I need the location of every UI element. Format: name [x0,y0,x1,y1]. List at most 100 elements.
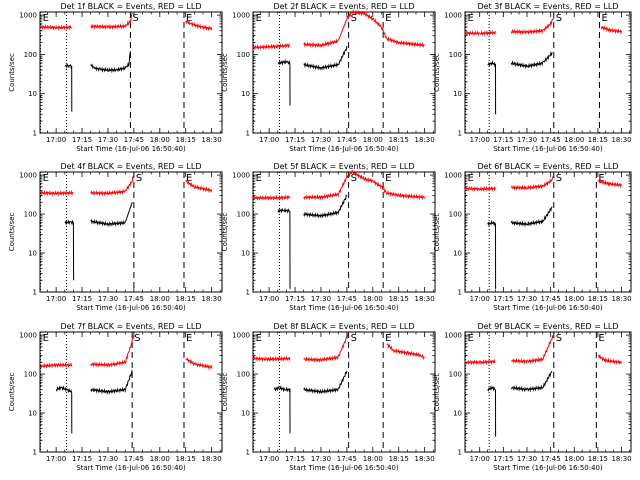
x-tick-label: 17:15 [285,295,305,303]
series-events-line [303,46,348,71]
series-lld-line [465,358,496,366]
marker-label: E [186,173,192,184]
marker-label: E [468,13,474,24]
marker-label: S [134,333,140,344]
marker-label: E [385,333,391,344]
x-tick-label: 18:30 [611,136,631,144]
x-tick-label: 17:45 [124,295,144,303]
series-events-line [90,369,133,395]
y-tick-label: 100 [237,211,250,219]
x-tick-label: 17:30 [311,136,331,144]
x-tick-label: 17:00 [259,295,279,303]
chart-title: Det 1f BLACK = Events, RED = LLD [60,2,201,11]
plot-frame [39,331,223,453]
x-tick-label: 17:30 [311,295,331,303]
x-tick-label: 17:15 [72,455,92,463]
y-tick-label: 1000 [444,12,462,20]
x-axis-label: Start Time (16-Jul-06 16:50:40) [289,464,399,472]
x-tick-label: 18:00 [363,455,383,463]
series-lld-line [386,343,425,361]
marker-label: E [601,13,607,24]
y-tick-label: 1 [458,130,462,138]
series-lld-line [253,42,291,51]
x-tick-label: 17:00 [46,455,66,463]
plot-frame [464,331,632,453]
panel-2: Det 2f BLACK = Events, RED = LLD 1 10 100 10… [221,2,436,153]
marker-label: S [136,173,142,184]
series-lld-line [303,333,349,363]
chart-title: Det 9f BLACK = Events, RED = LLD [477,322,618,331]
y-tick-label: 1 [458,449,462,457]
y-tick-label: 1000 [19,12,37,20]
y-axis-label: Counts/sec [221,53,229,92]
chart-title: Det 3f BLACK = Events, RED = LLD [477,2,618,11]
y-tick-label: 1000 [444,172,462,180]
x-tick-label: 18:00 [564,295,584,303]
x-tick-label: 18:30 [415,295,435,303]
series-lld-line [253,194,291,202]
plot-frame [252,171,436,293]
x-tick-label: 17:45 [337,295,357,303]
marker-label: S [132,13,138,24]
x-axis-label: Start Time (16-Jul-06 16:50:40) [289,304,399,312]
x-axis-label: Start Time (16-Jul-06 16:50:40) [76,464,186,472]
series-events-line [303,194,348,219]
panel-3: Det 3f BLACK = Events, RED = LLD 1 10 100 10… [433,2,632,153]
chart-title: Det 8f BLACK = Events, RED = LLD [273,322,414,331]
series-events-line [510,206,553,228]
x-tick-label: 17:45 [541,295,561,303]
x-tick-label: 17:30 [517,455,537,463]
y-axis-label: Counts/sec [8,53,16,92]
series-lld-line [465,29,496,37]
x-tick-label: 17:30 [311,455,331,463]
series-lld-line [303,9,425,49]
marker-label: E [598,333,604,344]
series-events-line [510,370,553,393]
series-events-line [487,59,497,115]
marker-label: E [186,333,192,344]
y-tick-label: 10 [453,90,462,98]
series-events-line [303,370,348,395]
x-tick-label: 18:30 [611,295,631,303]
y-tick-label: 1000 [232,332,250,340]
x-tick-label: 18:30 [202,295,222,303]
series-events-line [277,207,291,289]
panel-6: Det 6f BLACK = Events, RED = LLD 1 10 100 10… [433,162,632,312]
x-tick-label: 17:15 [493,295,513,303]
x-tick-label: 17:15 [72,295,92,303]
x-axis-label: Start Time (16-Jul-06 16:50:40) [493,304,603,312]
series-lld-line [597,353,622,365]
marker-label: S [351,333,357,344]
y-tick-label: 1 [33,289,37,297]
series-events-line [64,219,75,281]
series-lld-line [90,173,135,197]
y-tick-label: 10 [241,250,250,258]
marker-label: S [351,13,357,24]
y-tick-label: 1000 [232,172,250,180]
chart-title: Det 4f BLACK = Events, RED = LLD [60,162,201,171]
x-axis-label: Start Time (16-Jul-06 16:50:40) [493,145,603,153]
y-tick-label: 100 [24,51,37,59]
marker-label: E [468,333,474,344]
x-tick-label: 18:00 [564,455,584,463]
y-tick-label: 1 [458,289,462,297]
x-tick-label: 17:30 [517,136,537,144]
series-lld-line [597,178,622,189]
series-lld-line [185,179,213,194]
series-events-line [90,51,131,74]
x-tick-label: 17:15 [493,455,513,463]
chart-title: Det 5f BLACK = Events, RED = LLD [273,162,414,171]
marker-label: S [351,173,357,184]
y-tick-label: 10 [453,250,462,258]
x-tick-label: 17:00 [470,295,490,303]
marker-label: S [556,333,562,344]
y-axis-label: Counts/sec [433,373,441,412]
x-tick-label: 18:15 [588,295,608,303]
x-tick-label: 17:15 [285,136,305,144]
marker-label: S [556,173,562,184]
y-tick-label: 1 [246,289,250,297]
plot-frame [252,11,436,134]
y-tick-label: 1 [246,449,250,457]
x-tick-label: 18:00 [150,295,170,303]
y-tick-label: 1000 [19,172,37,180]
